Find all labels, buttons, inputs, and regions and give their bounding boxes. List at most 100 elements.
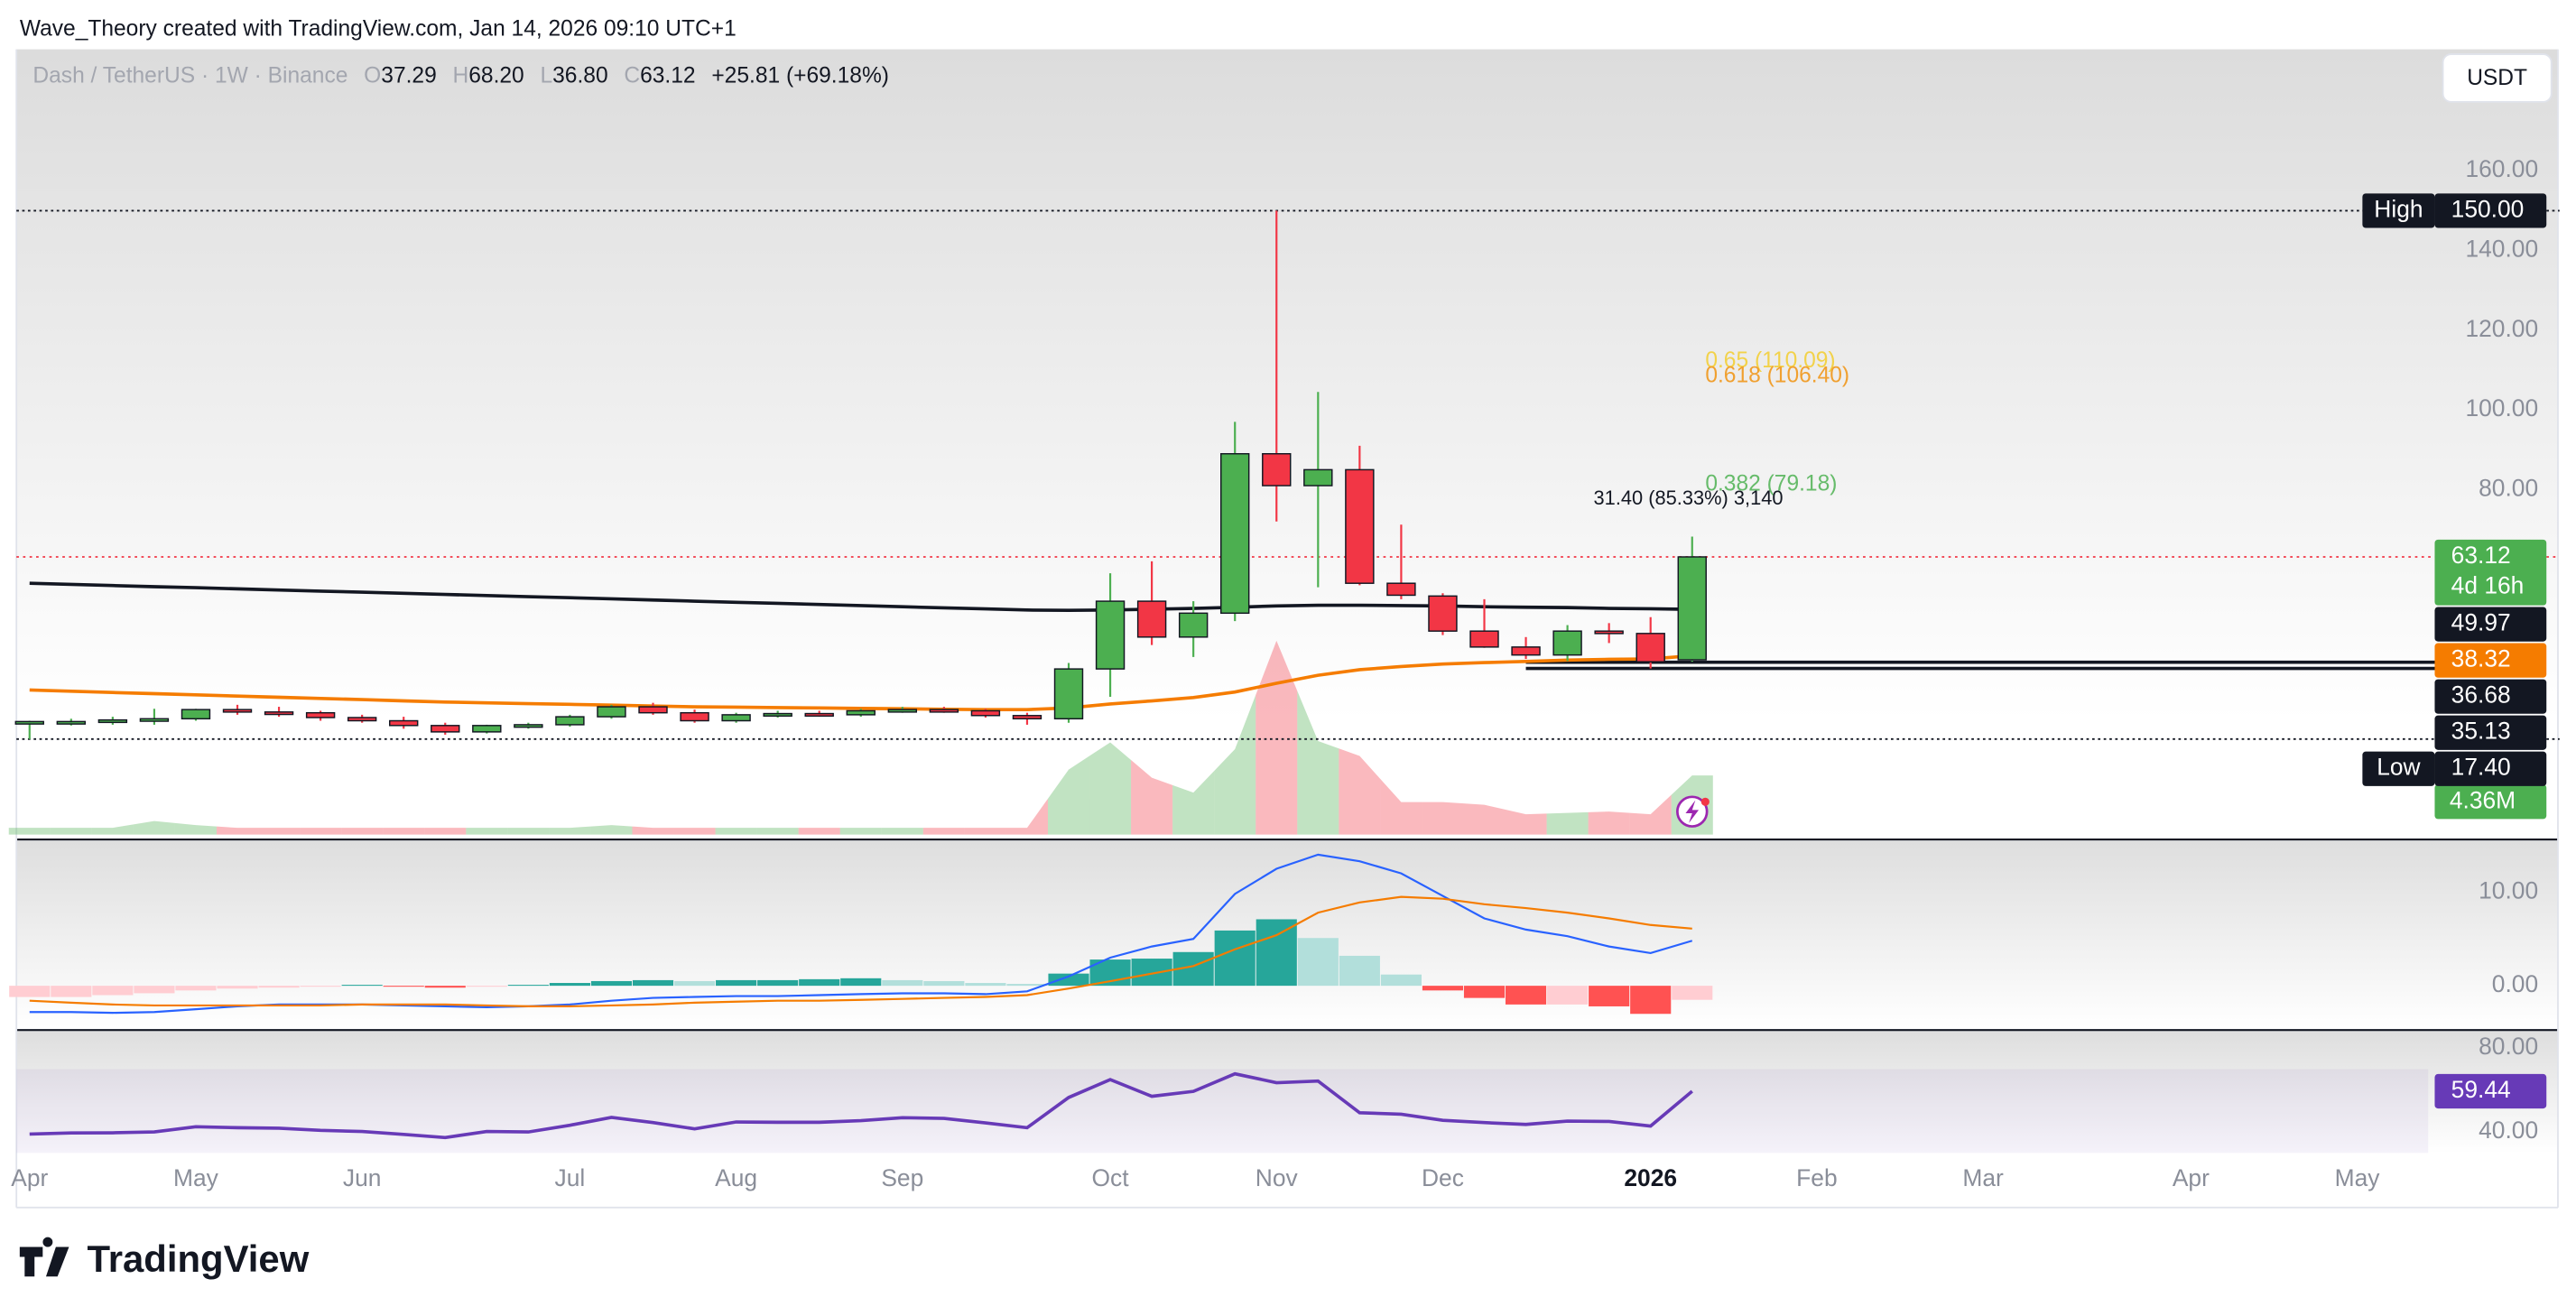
- y-tick-label: 140.00: [2465, 236, 2538, 263]
- event-bolt: [1685, 800, 1700, 823]
- histogram-bar: [799, 978, 840, 987]
- volume-area: [1422, 802, 1464, 835]
- brand-name[interactable]: TradingView: [87, 1237, 309, 1280]
- candle-body: [1511, 646, 1541, 656]
- volume-area: [341, 828, 384, 835]
- y-tick-label: 80.00: [2479, 474, 2538, 501]
- histogram-bar: [840, 978, 882, 987]
- symbol: Dash / TetherUS · 1W · Binance: [32, 64, 347, 88]
- candle-body: [929, 709, 959, 713]
- volume-area: [590, 825, 633, 835]
- y-tick-label: 160.00: [2465, 155, 2538, 182]
- countdown: 4d 16h: [2451, 572, 2525, 599]
- histogram-bar: [507, 985, 549, 987]
- candle-body: [222, 709, 253, 713]
- volume-area: [91, 824, 134, 835]
- level-name: High: [2374, 195, 2423, 222]
- candle-body: [1178, 612, 1209, 638]
- candle-body: [97, 718, 128, 724]
- histogram-bar: [716, 979, 757, 987]
- currency[interactable]: USDT: [2467, 66, 2527, 90]
- brand-logo[interactable]: [19, 1237, 69, 1277]
- candle-body: [1095, 600, 1126, 670]
- price-tag: [2434, 643, 2547, 678]
- volume-area: [1339, 748, 1381, 835]
- volume-area: [1089, 742, 1132, 835]
- histogram-bar: [632, 979, 674, 987]
- fib-label: 0.65 (110.09): [1705, 348, 1835, 373]
- volume-area: [383, 828, 425, 835]
- price-tag: [2434, 607, 2547, 642]
- rsi-line: [29, 1071, 1693, 1140]
- histogram-bar: [923, 980, 965, 987]
- histogram-bar: [134, 986, 175, 994]
- x-tick-label: Feb: [1796, 1164, 1837, 1191]
- price-tag: [2434, 679, 2547, 714]
- candle-body: [56, 720, 87, 725]
- price-tag-label: 63.12: [2451, 542, 2511, 569]
- histogram-bar: [92, 986, 134, 996]
- volume-area: [1546, 811, 1589, 835]
- x-tick-label: May: [173, 1164, 219, 1191]
- y-tick-label: 80.00: [2479, 1033, 2538, 1060]
- price-tag: [2434, 751, 2547, 786]
- volume-tag: [2434, 784, 2547, 820]
- event-dot: [1700, 797, 1710, 806]
- moving-average: [29, 581, 1692, 613]
- histogram-bar: [424, 986, 466, 988]
- candle-body: [347, 717, 377, 722]
- histogram-bar: [673, 980, 716, 987]
- histogram-bar: [590, 980, 633, 987]
- candle-body: [1220, 452, 1250, 615]
- brand[interactable]: TradingView: [19, 1237, 310, 1280]
- volume-area: [50, 828, 92, 835]
- volume-label: 4.36M: [2450, 786, 2516, 813]
- ohlc-key: C: [624, 64, 640, 88]
- volume-area: [1505, 809, 1547, 835]
- histogram-bar: [1547, 986, 1589, 1005]
- x-tick-label: Apr: [11, 1164, 48, 1191]
- histogram-bar: [757, 979, 799, 987]
- fib-label: 0.382 (79.18): [1705, 471, 1837, 496]
- x-tick-label: 2026: [1624, 1164, 1677, 1191]
- currency-button[interactable]: USDT: [2442, 53, 2553, 103]
- price-pane: [16, 49, 2558, 839]
- histogram-bar: [1048, 973, 1089, 987]
- volume-area: [922, 828, 965, 835]
- ohlc-key: O: [364, 64, 381, 88]
- volume-area: [258, 828, 301, 835]
- histogram-bar: [1505, 986, 1547, 1005]
- volume-area: [756, 828, 799, 835]
- volume-area: [300, 828, 342, 835]
- volume-area: [174, 822, 217, 835]
- level-name: Low: [2377, 754, 2421, 781]
- candle-body: [1386, 582, 1416, 597]
- candle-body: [14, 720, 44, 725]
- candle-body: [181, 709, 211, 720]
- candle-body: [1594, 630, 1624, 635]
- price-tag-label: 35.13: [2451, 718, 2511, 745]
- x-tick-label: Sep: [881, 1164, 923, 1191]
- candle-body: [1677, 556, 1707, 661]
- volume-area: [1131, 760, 1173, 835]
- histogram-bar: [1256, 919, 1297, 987]
- x-tick-label: Mar: [1962, 1164, 2004, 1191]
- candle-body: [305, 711, 336, 718]
- histogram-bar: [383, 986, 424, 987]
- ohlc-value: 63.12: [640, 64, 695, 88]
- volume-area: [1463, 803, 1506, 835]
- macd-line: [29, 853, 1693, 1015]
- ohlc-value: 37.29: [381, 64, 436, 88]
- x-tick-label: Apr: [2173, 1164, 2210, 1191]
- candle-body: [680, 711, 709, 722]
- volume-area: [715, 828, 757, 835]
- button-frame[interactable]: [2442, 53, 2553, 103]
- candle-body: [1053, 668, 1084, 720]
- volume-area: [507, 828, 550, 835]
- candle-body: [1012, 715, 1042, 720]
- volume-area: [798, 828, 840, 835]
- measure-label: 31.40 (85.33%) 3,140: [1594, 487, 1784, 509]
- candle-body: [1428, 595, 1458, 632]
